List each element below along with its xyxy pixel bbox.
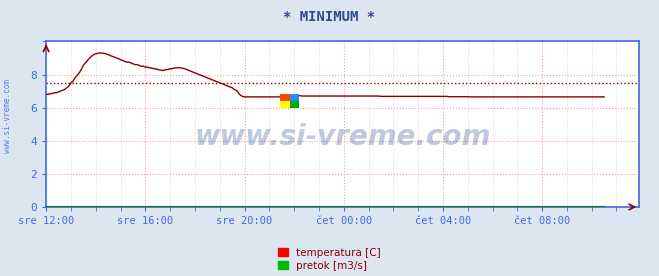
Text: * MINIMUM *: * MINIMUM *	[283, 10, 376, 24]
Bar	[281, 94, 290, 108]
Text: www.si-vreme.com: www.si-vreme.com	[194, 123, 491, 152]
Legend: temperatura [C], pretok [m3/s]: temperatura [C], pretok [m3/s]	[277, 248, 382, 271]
Bar	[281, 94, 290, 101]
Bar	[290, 94, 299, 108]
Text: www.si-vreme.com: www.si-vreme.com	[3, 79, 13, 153]
Bar	[290, 101, 299, 108]
